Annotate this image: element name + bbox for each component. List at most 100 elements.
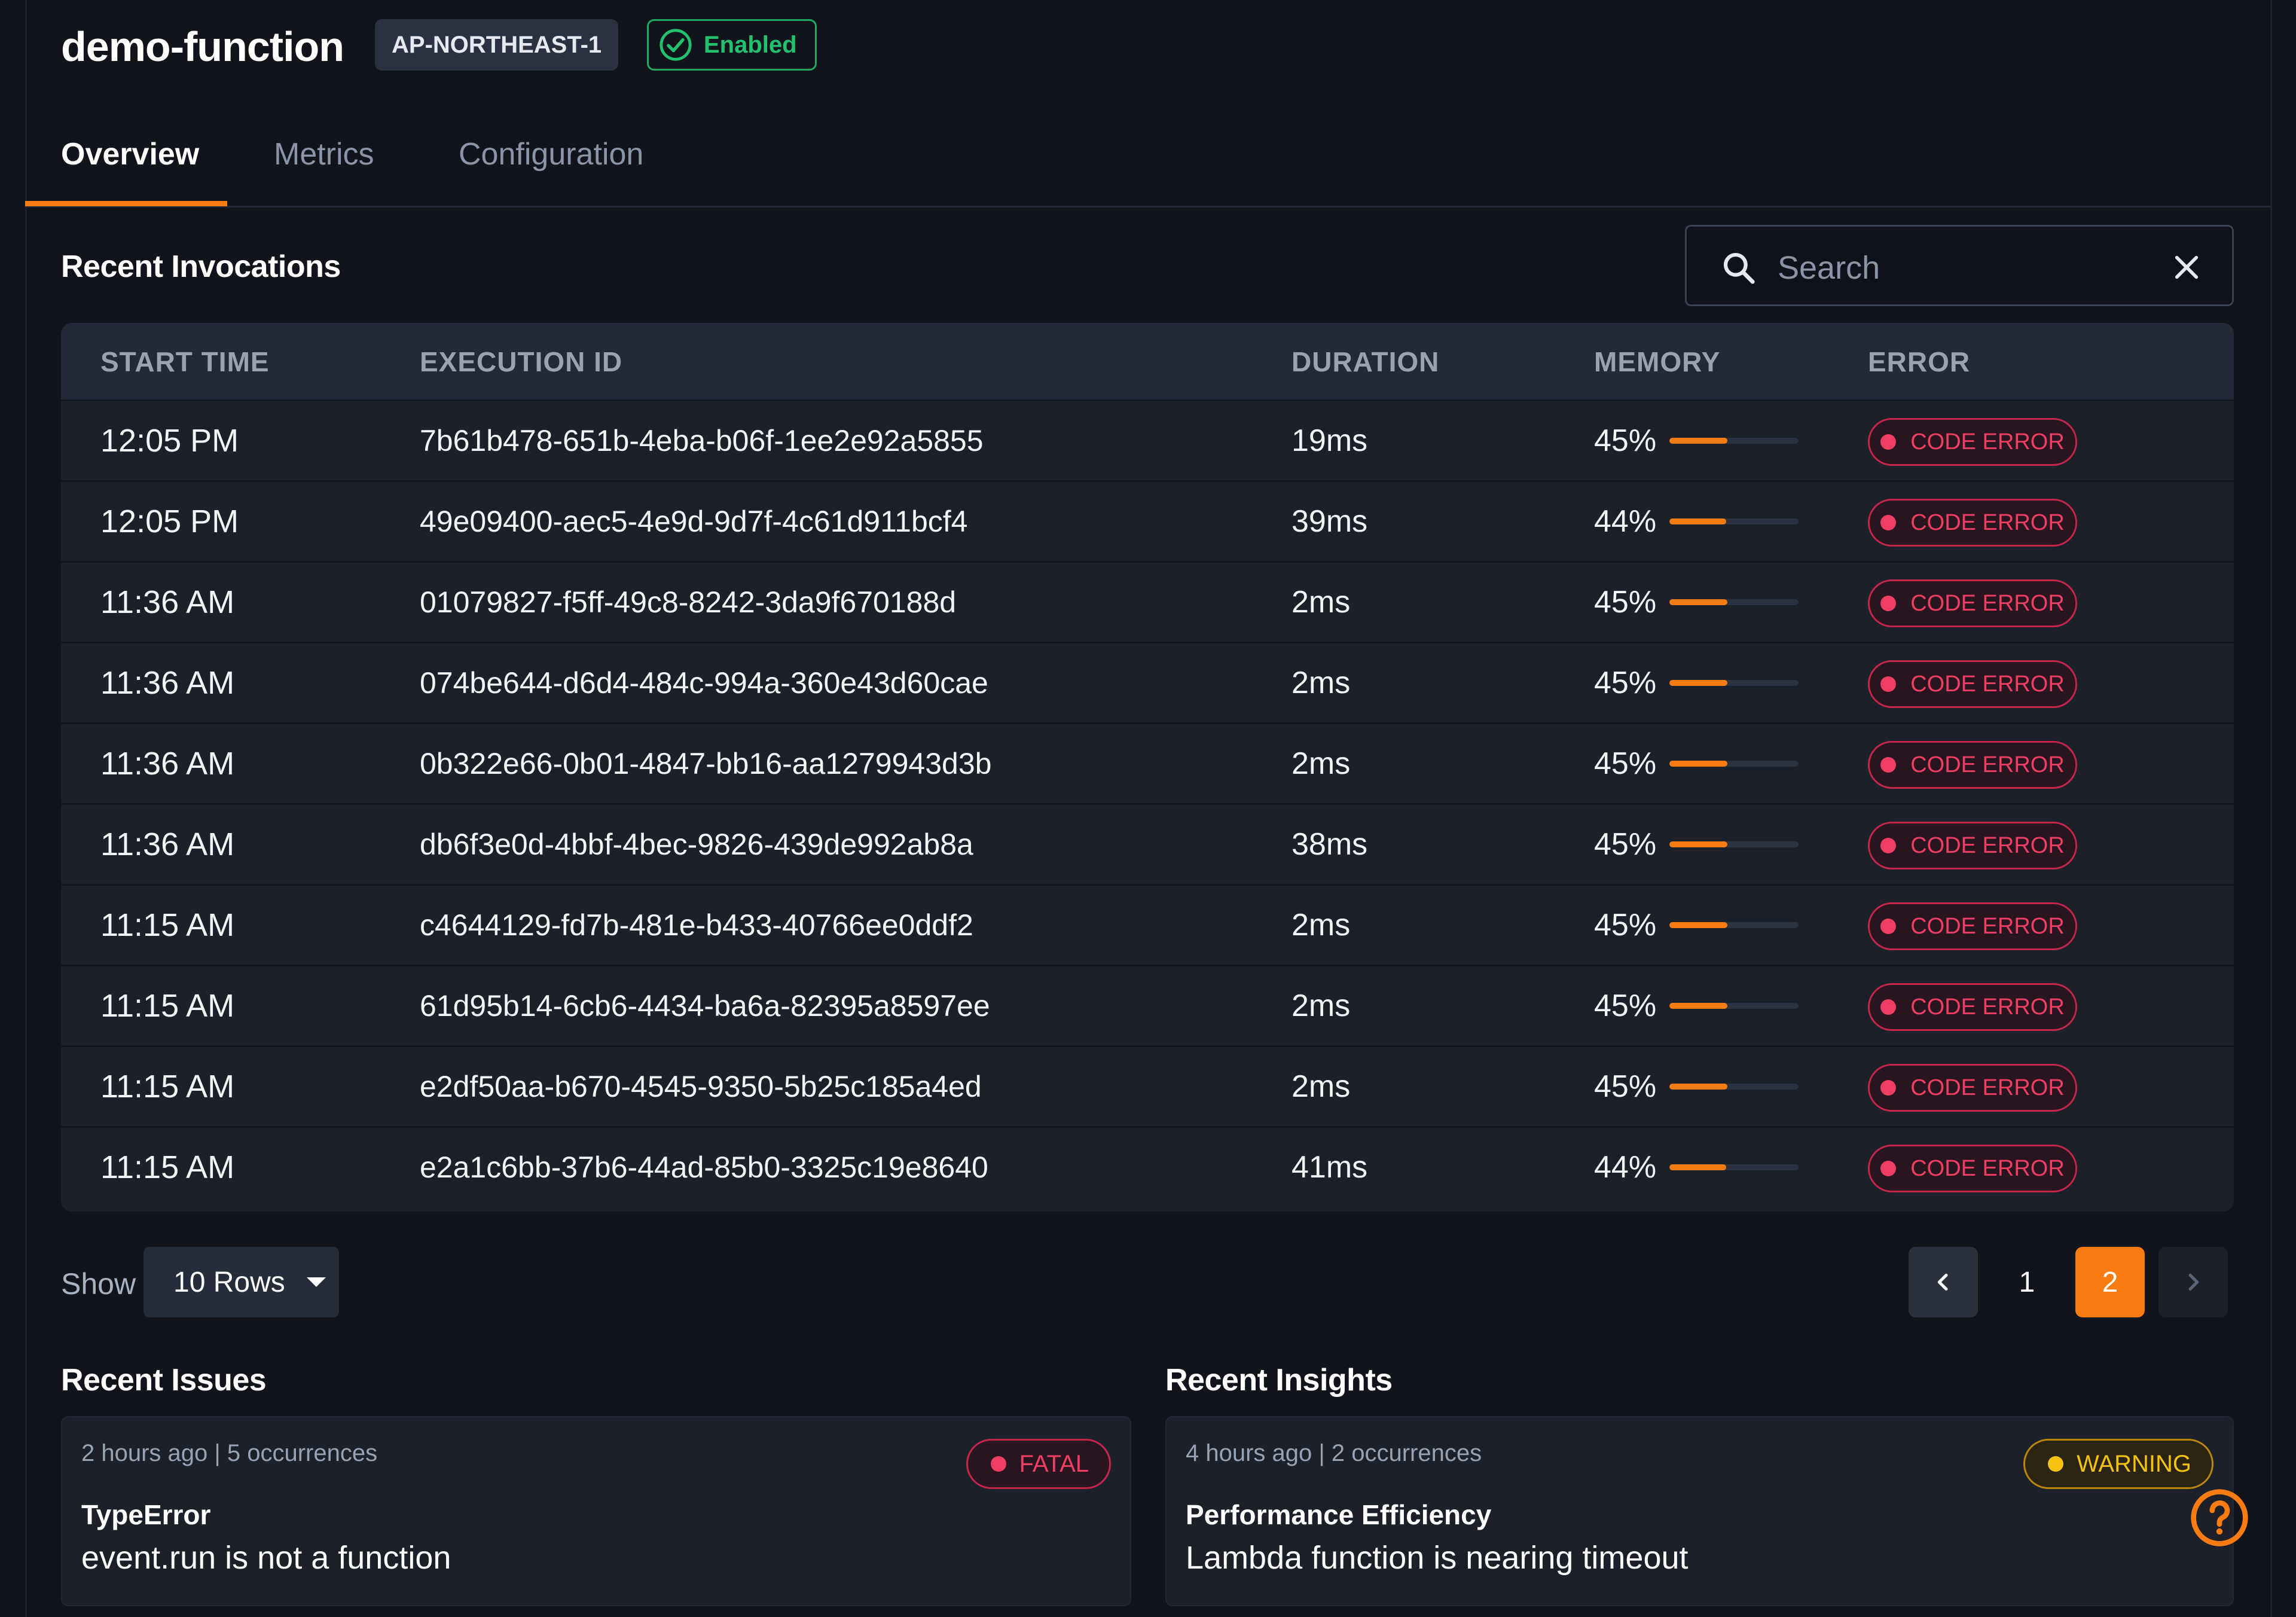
memory-value: 45% [1594,988,1657,1023]
table-row[interactable]: 11:36 AM 0b322e66-0b01-4847-bb16-aa127994… [61,722,2234,803]
column-start-time[interactable]: START TIME [100,346,270,377]
memory-bar [1669,438,1799,444]
table-row[interactable]: 11:15 AM e2a1c6bb-37b6-44ad-85b0-3325c19e… [61,1126,2234,1207]
tab-metrics[interactable]: Metrics [274,137,374,172]
table-row[interactable]: 11:15 AM e2df50aa-b670-4545-9350-5b25c185… [61,1045,2234,1126]
memory-bar-fill [1669,518,1727,524]
region-badge: AP-NORTHEAST-1 [375,19,619,71]
issue-card[interactable]: 2 hours ago | 5 occurrences FATAL TypeEr… [61,1416,1131,1606]
error-badge[interactable]: CODE ERROR [1868,741,2077,789]
page-2-button[interactable]: 2 [2075,1247,2145,1317]
error-badge[interactable]: CODE ERROR [1868,579,2077,627]
execution-id-cell[interactable]: c4644129-fd7b-481e-b433-40766ee0ddf2 [420,908,973,942]
execution-id-cell[interactable]: 01079827-f5ff-49c8-8242-3da9f670188d [420,585,957,619]
execution-id-cell[interactable]: e2df50aa-b670-4545-9350-5b25c185a4ed [420,1070,982,1103]
insight-card[interactable]: 4 hours ago | 2 occurrences WARNING Perf… [1165,1416,2234,1606]
duration-cell: 2ms [1292,908,1351,942]
memory-bar-fill [1669,680,1728,686]
start-time-cell: 11:15 AM [100,1069,235,1105]
start-time-cell: 11:15 AM [100,1149,235,1185]
dot-icon [1880,1161,1897,1176]
error-badge[interactable]: CODE ERROR [1868,499,2077,547]
table-row[interactable]: 11:36 AM 074be644-d6d4-484c-994a-360e43d6… [61,642,2234,722]
start-time-cell: 12:05 PM [100,504,239,539]
table-row[interactable]: 12:05 PM 7b61b478-651b-4eba-b06f-1ee2e92a… [61,399,2234,480]
prev-page-button[interactable] [1909,1247,1978,1317]
page-1-button[interactable]: 1 [2019,1266,2035,1298]
duration-cell: 41ms [1292,1150,1368,1185]
memory-bar [1669,680,1799,686]
column-error[interactable]: ERROR [1868,346,1971,377]
severity-badge-fatal: FATAL [966,1439,1111,1489]
error-label: CODE ERROR [1910,429,2065,454]
memory-value: 44% [1594,504,1657,539]
execution-id-cell[interactable]: db6f3e0d-4bbf-4bec-9826-439de992ab8a [420,828,973,861]
execution-id-cell[interactable]: 074be644-d6d4-484c-994a-360e43d60cae [420,666,988,700]
insight-meta: 4 hours ago | 2 occurrences [1186,1440,1482,1466]
page-title: demo-function [61,23,344,70]
duration-cell: 19ms [1292,423,1368,458]
memory-bar-fill [1669,1003,1728,1009]
memory-bar-fill [1669,922,1728,928]
search-icon [1723,252,1755,284]
left-divider [25,0,27,1617]
error-badge[interactable]: CODE ERROR [1868,1145,2077,1192]
column-memory[interactable]: MEMORY [1594,346,1721,377]
table-row[interactable]: 12:05 PM 49e09400-aec5-4e9d-9d7f-4c61d911… [61,480,2234,561]
memory-value: 45% [1594,423,1657,458]
dot-icon [1880,1080,1897,1096]
error-badge[interactable]: CODE ERROR [1868,1064,2077,1112]
start-time-cell: 12:05 PM [100,423,239,459]
rows-per-page-select[interactable]: 10 Rows [144,1247,339,1317]
tab-overview[interactable]: Overview [61,137,200,172]
execution-id-cell[interactable]: e2a1c6bb-37b6-44ad-85b0-3325c19e8640 [420,1151,988,1184]
table-row[interactable]: 11:36 AM db6f3e0d-4bbf-4bec-9826-439de992… [61,803,2234,884]
error-badge[interactable]: CODE ERROR [1868,902,2077,950]
start-time-cell: 11:36 AM [100,584,235,620]
execution-id-cell[interactable]: 7b61b478-651b-4eba-b06f-1ee2e92a5855 [420,424,984,457]
error-badge[interactable]: CODE ERROR [1868,660,2077,708]
dot-icon [990,1456,1006,1472]
insight-message: Lambda function is nearing timeout [1186,1540,1689,1576]
table-row[interactable]: 11:15 AM c4644129-fd7b-481e-b433-40766ee0… [61,884,2234,965]
issue-message: event.run is not a function [81,1540,451,1576]
dot-icon [1880,838,1897,853]
next-page-button[interactable] [2158,1247,2228,1317]
duration-cell: 38ms [1292,827,1368,862]
memory-bar-fill [1669,1164,1727,1170]
search-input[interactable] [1776,241,2114,295]
memory-bar [1669,1084,1799,1090]
error-badge[interactable]: CODE ERROR [1868,418,2077,466]
tab-configuration[interactable]: Configuration [459,137,644,172]
execution-id-cell[interactable]: 49e09400-aec5-4e9d-9d7f-4c61d911bcf4 [420,505,968,538]
duration-cell: 2ms [1292,585,1351,620]
memory-bar [1669,1003,1799,1009]
error-label: CODE ERROR [1910,671,2065,697]
memory-value: 45% [1594,746,1657,781]
memory-bar [1669,761,1799,767]
insights-title: Recent Insights [1165,1363,1393,1398]
close-icon[interactable] [2170,251,2203,284]
memory-bar [1669,841,1799,847]
error-badge[interactable]: CODE ERROR [1868,983,2077,1031]
error-label: CODE ERROR [1910,994,2065,1020]
execution-id-cell[interactable]: 61d95b14-6cb6-4434-ba6a-82395a8597ee [420,989,990,1023]
issue-type: TypeError [81,1499,211,1530]
memory-value: 45% [1594,827,1657,862]
table-row[interactable]: 11:15 AM 61d95b14-6cb6-4434-ba6a-82395a85… [61,965,2234,1045]
column-duration[interactable]: DURATION [1292,346,1440,377]
memory-bar-fill [1669,1084,1728,1090]
insight-type: Performance Efficiency [1186,1499,1492,1530]
error-badge[interactable]: CODE ERROR [1868,822,2077,869]
right-divider [2270,0,2272,1617]
column-execution-id[interactable]: EXECUTION ID [420,346,623,377]
table-row[interactable]: 11:36 AM 01079827-f5ff-49c8-8242-3da9f670… [61,561,2234,642]
memory-bar-fill [1669,841,1728,847]
memory-value: 45% [1594,1069,1657,1104]
memory-bar-fill [1669,761,1728,767]
start-time-cell: 11:15 AM [100,988,235,1024]
memory-bar [1669,922,1799,928]
execution-id-cell[interactable]: 0b322e66-0b01-4847-bb16-aa1279943d3b [420,747,992,780]
dot-icon [1880,757,1897,773]
help-circle-icon[interactable] [2188,1487,2251,1549]
